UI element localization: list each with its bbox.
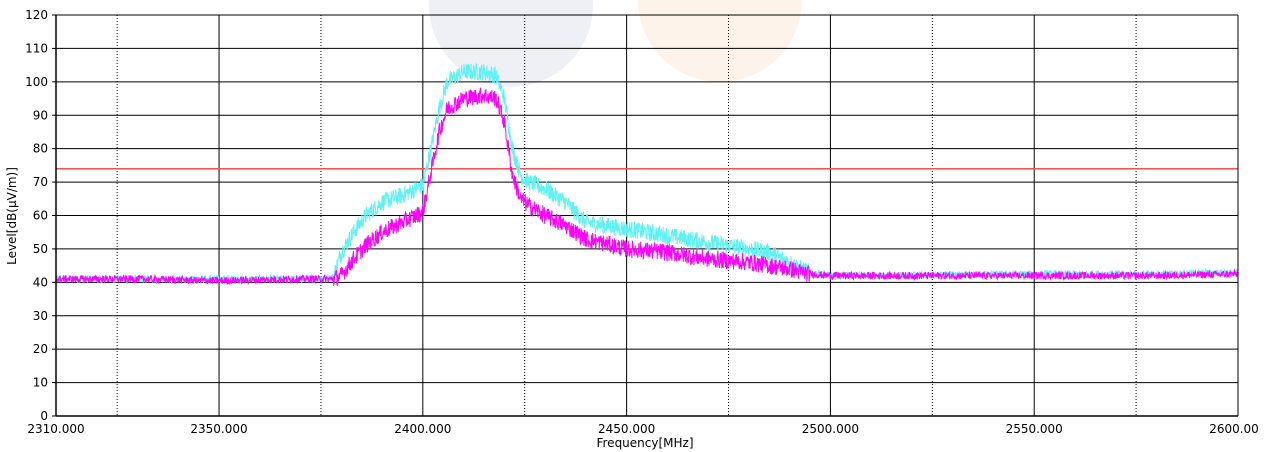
- y-tick-label: 110: [25, 41, 48, 55]
- x-tick-label: 2500.000: [802, 422, 859, 436]
- y-tick-label: 100: [25, 75, 48, 89]
- y-tick-label: 80: [33, 142, 48, 156]
- series-line-2: [55, 87, 1239, 287]
- y-tick-label: 30: [33, 309, 48, 323]
- watermark-circle-left: [429, 0, 593, 87]
- x-tick-label: 2400.000: [394, 422, 451, 436]
- y-tick-label: 20: [33, 342, 48, 356]
- y-tick-label: 90: [33, 108, 48, 122]
- watermark-circle-right: [638, 0, 802, 82]
- x-tick-label: 2450.000: [598, 422, 655, 436]
- y-tick-label: 0: [40, 409, 48, 423]
- y-tick-label: 70: [33, 175, 48, 189]
- y-tick-label: 50: [33, 242, 48, 256]
- y-tick-label: 10: [33, 376, 48, 390]
- x-tick-label: 2350.000: [190, 422, 247, 436]
- x-tick-label: 2600.00: [1209, 422, 1259, 436]
- x-axis-title: Frequency[MHz]: [596, 436, 693, 450]
- y-tick-label: 40: [33, 275, 48, 289]
- y-tick-label: 120: [25, 8, 48, 22]
- y-axis-title: Level[dB(μV/m)]: [5, 167, 19, 265]
- y-tick-label: 60: [33, 209, 48, 223]
- x-tick-label: 2550.000: [1006, 422, 1063, 436]
- x-tick-label: 2310.000: [27, 422, 84, 436]
